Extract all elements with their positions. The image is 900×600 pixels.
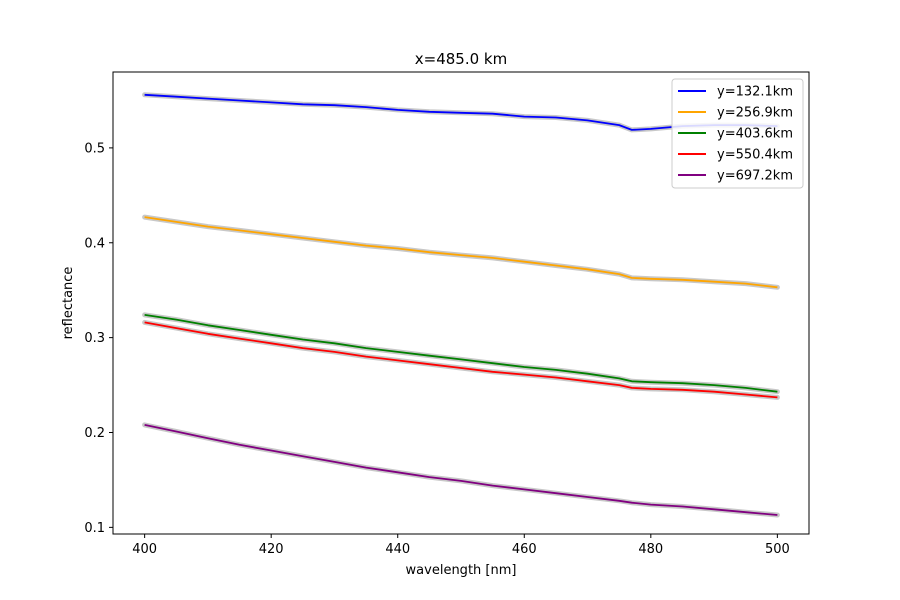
series-line-5: [144, 424, 778, 516]
series-line-4: [144, 321, 778, 399]
x-tick-label: 420: [259, 542, 284, 557]
tick-layer: 400 420 440 460 480 500 0.1 0.2 0.3 0.4 0.5: [84, 141, 789, 557]
legend-label-5: y=697.2km: [717, 169, 793, 184]
x-tick-label: 400: [132, 542, 157, 557]
series-layer: [142, 92, 780, 518]
legend-label-1: y=132.1km: [717, 85, 793, 100]
legend-box: [671, 78, 804, 189]
y-tick-label: 0.1: [84, 521, 105, 536]
x-tick-label: 480: [638, 542, 663, 557]
legend: y=132.1km y=256.9km y=403.6km y=550.4km y=69…: [671, 78, 804, 189]
y-tick-label: 0.3: [84, 331, 105, 346]
x-tick-label: 500: [765, 542, 790, 557]
chart-title: x=485.0 km: [415, 50, 507, 68]
x-tick-label: 460: [512, 542, 537, 557]
x-axis-label: wavelength [nm]: [406, 563, 517, 578]
legend-label-4: y=550.4km: [717, 148, 793, 163]
y-tick-label: 0.2: [84, 426, 105, 441]
y-tick-label: 0.4: [84, 236, 105, 251]
series-line-2: [144, 216, 778, 289]
series-line-3: [144, 314, 778, 393]
x-tick-label: 440: [385, 542, 410, 557]
y-tick-label: 0.5: [84, 141, 105, 156]
legend-label-3: y=403.6km: [717, 127, 793, 142]
series-line-1: [144, 93, 778, 131]
y-axis-label: reflectance: [61, 267, 76, 340]
plot-frame: [112, 71, 810, 535]
legend-label-2: y=256.9km: [717, 106, 793, 121]
